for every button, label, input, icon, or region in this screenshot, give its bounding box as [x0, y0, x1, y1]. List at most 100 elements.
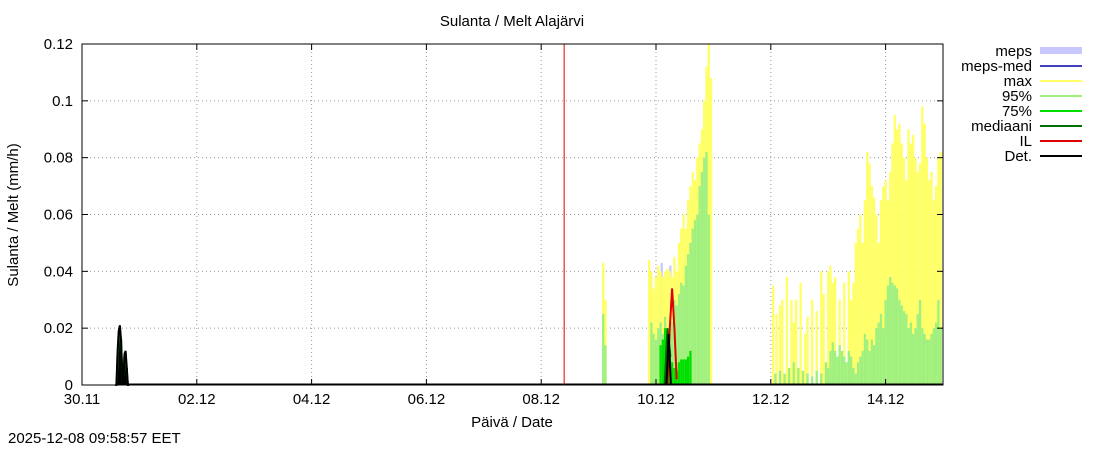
bar-max [666, 268, 669, 385]
bar-max [661, 277, 665, 385]
bar-max [790, 299, 793, 385]
bar-95- [783, 373, 786, 385]
bar-max [921, 106, 924, 386]
bar-max [868, 163, 871, 385]
bar-max [799, 282, 802, 385]
bar-95- [788, 367, 791, 385]
bar-95- [854, 373, 857, 385]
bar-75- [680, 359, 683, 385]
bar-max [785, 277, 789, 385]
bar-95- [928, 339, 931, 385]
bar-95- [872, 345, 876, 385]
plot-frame [81, 43, 944, 386]
bar-max [861, 242, 864, 385]
legend-label: Det. [1004, 148, 1032, 165]
bar-max [820, 271, 823, 385]
y-axis-ticks: 0 0.02 0.04 0.06 0.08 0.1 0.12 [44, 36, 943, 394]
x-tick-label: 12.12 [752, 391, 790, 408]
bar-det- [124, 353, 127, 385]
bar-max [905, 180, 908, 385]
bar-95- [850, 356, 853, 385]
bar-95- [778, 370, 782, 385]
bar-95- [824, 362, 828, 385]
bar-max [895, 129, 899, 385]
bar-95- [680, 282, 683, 385]
bar-max [891, 143, 894, 385]
bar-95- [893, 285, 896, 385]
bar-max [810, 299, 814, 385]
bar-max [912, 134, 915, 385]
bar-95- [833, 350, 837, 385]
bar-max [932, 200, 935, 385]
bar-max [914, 157, 917, 385]
bar-95- [879, 313, 883, 385]
bar-max [654, 277, 658, 385]
bar-95- [921, 328, 924, 385]
bar-95- [847, 350, 851, 385]
bar-max [829, 265, 832, 385]
bar-95- [902, 311, 906, 385]
bar-95- [650, 322, 653, 385]
bar-max [657, 265, 660, 385]
bar-95- [891, 282, 894, 385]
legend-label: 95% [1002, 88, 1032, 105]
series-lines [115, 288, 943, 386]
x-tick-label: 14.12 [867, 391, 905, 408]
bar-max [923, 123, 926, 386]
legend-label: meps [995, 43, 1032, 60]
bar-max [934, 186, 938, 385]
bar-95- [866, 339, 869, 385]
bar-95- [852, 367, 855, 385]
bar-max [838, 299, 841, 385]
bar-75- [682, 359, 685, 385]
bar-95- [843, 356, 846, 385]
bar-max [852, 282, 855, 385]
bar-75- [689, 350, 692, 385]
bar-max [794, 299, 798, 385]
bar-max [918, 163, 922, 385]
bar-75- [670, 362, 674, 385]
legend-swatch [1040, 47, 1082, 54]
x-tick-label: 02.12 [178, 391, 216, 408]
bar-95- [684, 265, 687, 385]
bar-max [847, 271, 851, 385]
bar-95- [707, 214, 710, 385]
bar-max [792, 322, 795, 385]
bar-95- [845, 362, 848, 385]
bar-max [854, 242, 857, 385]
bar-75- [677, 362, 681, 385]
bar-max [930, 171, 933, 385]
bar-95- [925, 339, 929, 385]
bar-max [882, 186, 885, 385]
bar-95- [682, 285, 685, 385]
x-tick-label: 06.12 [408, 391, 446, 408]
bar-max [804, 333, 807, 385]
x-tick-label: 08.12 [522, 391, 560, 408]
bar-max [900, 143, 903, 385]
bar-95- [918, 299, 922, 385]
bar-max [863, 200, 867, 385]
bar-max [872, 197, 876, 385]
bar-max [647, 259, 651, 385]
bar-max [778, 305, 782, 385]
bar-max [916, 171, 919, 385]
bar-max [875, 214, 878, 385]
bar-max [907, 129, 910, 385]
bar-max [856, 228, 860, 385]
bar-95- [831, 342, 834, 385]
bar-95- [900, 305, 903, 385]
bar-95- [691, 228, 694, 385]
bar-95- [877, 322, 880, 385]
bar-95- [792, 362, 795, 385]
bar-95- [932, 328, 935, 385]
bar-95- [657, 328, 660, 385]
bar-max [831, 282, 834, 385]
bar-max [902, 157, 906, 385]
chart-title: Sulanta / Melt Alajärvi [440, 13, 584, 30]
bar-95- [914, 328, 917, 385]
bar-max [870, 186, 873, 385]
y-tick-label: 0.06 [44, 207, 73, 224]
y-tick-label: 0.08 [44, 150, 73, 167]
bar-max [898, 123, 901, 386]
